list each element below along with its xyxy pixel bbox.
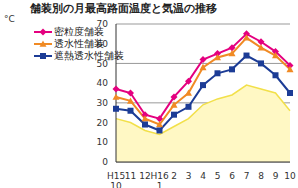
svg-text:60: 60	[97, 39, 109, 49]
svg-text:H16: H16	[150, 171, 168, 181]
svg-text:12: 12	[139, 171, 150, 181]
svg-text:10: 10	[284, 171, 290, 181]
svg-text:10: 10	[97, 137, 109, 147]
svg-text:2: 2	[171, 171, 177, 181]
svg-text:7: 7	[244, 171, 250, 181]
svg-text:10: 10	[110, 181, 122, 188]
svg-text:1: 1	[157, 181, 163, 188]
svg-text:30: 30	[97, 98, 109, 108]
svg-text:11: 11	[125, 171, 136, 181]
svg-text:70: 70	[97, 19, 109, 29]
svg-text:5: 5	[215, 171, 221, 181]
svg-text:4: 4	[200, 171, 206, 181]
svg-text:20: 20	[97, 118, 109, 128]
svg-text:9: 9	[273, 171, 279, 181]
svg-text:H15: H15	[107, 171, 125, 181]
svg-text:0: 0	[102, 157, 108, 167]
svg-text:3: 3	[186, 171, 192, 181]
svg-text:50: 50	[97, 59, 109, 69]
svg-text:40: 40	[97, 78, 109, 88]
svg-text:8: 8	[258, 171, 264, 181]
svg-text:6: 6	[229, 171, 235, 181]
